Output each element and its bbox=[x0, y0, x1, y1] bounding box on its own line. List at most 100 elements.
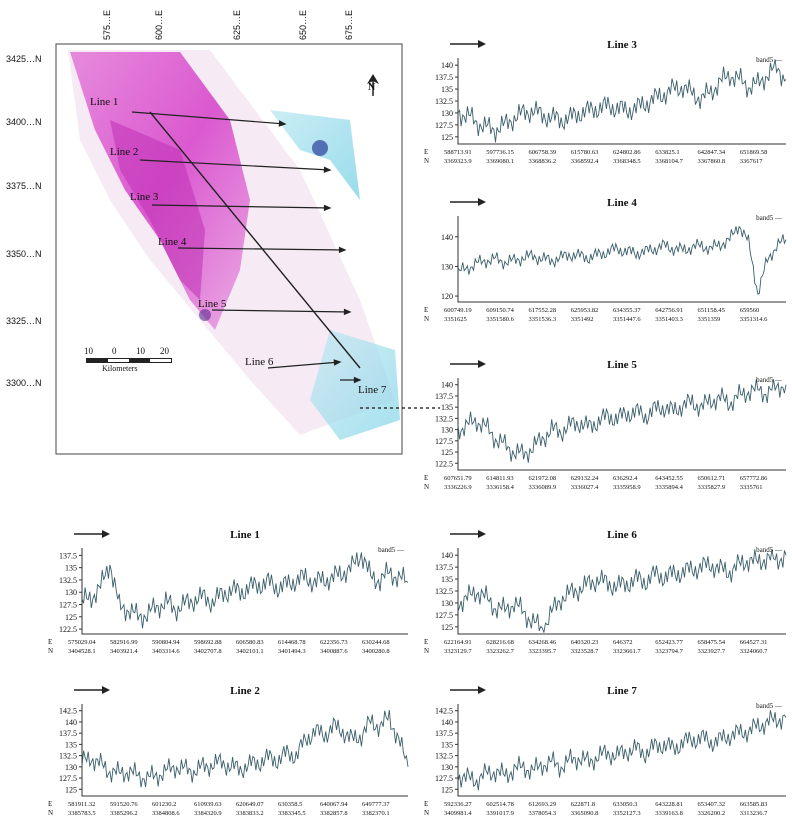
y-tick-label: 130 bbox=[441, 599, 453, 608]
easting-value: 643228.81 bbox=[655, 801, 683, 808]
direction-arrow-head-icon bbox=[478, 40, 486, 48]
easting-value: 590804.94 bbox=[152, 639, 180, 646]
profile-arrow-6 bbox=[267, 361, 341, 369]
series-line-band5 bbox=[457, 710, 787, 791]
series-line-band5 bbox=[457, 379, 787, 463]
northing-value: 3400887.6 bbox=[320, 648, 348, 655]
survey-diagonal bbox=[149, 111, 361, 369]
legend-label: band5 — bbox=[378, 546, 405, 554]
y-tick-label: 137.5 bbox=[435, 729, 453, 738]
northing-row-label: N bbox=[424, 483, 429, 491]
easting-value: 630244.68 bbox=[362, 639, 390, 646]
easting-value: 629132.24 bbox=[571, 475, 599, 482]
profile-arrow-head bbox=[343, 308, 352, 316]
lon-label: 675…E bbox=[344, 9, 354, 40]
lon-label: 600…E bbox=[154, 9, 164, 40]
y-tick-label: 135 bbox=[65, 740, 77, 749]
northing-value: 3385296.2 bbox=[110, 810, 138, 817]
profile-arrow-1 bbox=[131, 111, 286, 125]
northing-value: 3323395.7 bbox=[529, 648, 557, 655]
chart-title: Line 2 bbox=[230, 685, 260, 697]
northing-value: 3323528.7 bbox=[571, 648, 599, 655]
northing-value: 3351580.6 bbox=[486, 316, 514, 323]
north-arrow-icon: N bbox=[366, 74, 380, 98]
scale-tick: 10 bbox=[84, 346, 93, 356]
easting-value: 617552.28 bbox=[529, 307, 557, 314]
direction-arrow-head-icon bbox=[102, 686, 110, 694]
direction-arrow-head-icon bbox=[478, 360, 486, 368]
northing-value: 3378054.3 bbox=[529, 810, 557, 817]
easting-value: 614468.78 bbox=[278, 639, 306, 646]
lat-label: 3325…N bbox=[6, 316, 42, 326]
map-line-label-3: Line 3 bbox=[130, 191, 159, 203]
northing-value: 3383345.5 bbox=[278, 810, 306, 817]
study-area-map: 575…E 600…E 625…E 650…E 675…E 3425…N 340… bbox=[0, 0, 440, 470]
northing-row-label: N bbox=[424, 809, 429, 817]
cyan-zone-south bbox=[310, 330, 400, 440]
easting-value: 620649.07 bbox=[236, 801, 264, 808]
legend-label: band5 — bbox=[756, 214, 783, 222]
legend-label: band5 — bbox=[756, 702, 783, 710]
easting-value: 598692.88 bbox=[194, 639, 222, 646]
northing-value: 3365090.8 bbox=[571, 810, 599, 817]
easting-value: 658475.54 bbox=[698, 639, 726, 646]
lat-label: 3400…N bbox=[6, 117, 42, 127]
northing-value: 3403921.4 bbox=[110, 648, 138, 655]
northing-value: 3335958.9 bbox=[613, 484, 641, 491]
y-tick-label: 122.5 bbox=[59, 625, 77, 634]
northing-value: 3384320.9 bbox=[194, 810, 222, 817]
profile-arrow-4 bbox=[177, 247, 346, 251]
northing-value: 3351492 bbox=[571, 316, 594, 323]
profile-arrow-head bbox=[323, 166, 332, 173]
chart-line6: Line 6 140 137.5 135 132.5 130 127.5 125 band5 —… bbox=[424, 529, 787, 655]
legend-label: band5 — bbox=[756, 546, 783, 554]
series-line-band5 bbox=[457, 59, 787, 143]
scale-tick: 0 bbox=[112, 346, 117, 356]
y-tick-label: 132.5 bbox=[435, 752, 453, 761]
northing-value: 3335894.4 bbox=[655, 484, 683, 491]
northing-value: 3402707.8 bbox=[194, 648, 222, 655]
direction-arrow-head-icon bbox=[478, 530, 486, 538]
easting-value: 633825.1 bbox=[655, 149, 679, 156]
easting-value: 628216.68 bbox=[486, 639, 514, 646]
easting-value: 643452.55 bbox=[655, 475, 683, 482]
chart-title: Line 4 bbox=[607, 197, 637, 209]
easting-value: 634268.46 bbox=[529, 639, 557, 646]
easting-value: 600749.19 bbox=[444, 307, 472, 314]
easting-row-label: E bbox=[424, 638, 428, 646]
y-tick-label: 125 bbox=[441, 133, 453, 142]
series-line-band5 bbox=[457, 549, 787, 633]
legend-label: band5 — bbox=[756, 56, 783, 64]
lat-label: 3300…N bbox=[6, 378, 42, 388]
y-tick-label: 127.5 bbox=[435, 774, 453, 783]
y-tick-label: 140 bbox=[441, 61, 453, 70]
northing-value: 3351314.6 bbox=[740, 316, 768, 323]
easting-row-label: E bbox=[48, 800, 52, 808]
purple-patch bbox=[199, 309, 211, 321]
y-tick-label: 127.5 bbox=[59, 601, 77, 610]
y-tick-label: 135 bbox=[441, 575, 453, 584]
northing-value: 3335827.9 bbox=[698, 484, 726, 491]
y-tick-label: 137.5 bbox=[59, 551, 77, 560]
chart-line3: Line 3 140 137.5 135 132.5 130 127.5 125 band5 —… bbox=[424, 39, 787, 165]
northing-value: 3336027.4 bbox=[571, 484, 599, 491]
y-tick-label: 127.5 bbox=[435, 611, 453, 620]
easting-row-label: E bbox=[424, 306, 428, 314]
map-line-label-6: Line 6 bbox=[245, 356, 274, 368]
easting-value: 663585.83 bbox=[740, 801, 768, 808]
easting-value: 657772.86 bbox=[740, 475, 768, 482]
northing-value: 3403314.6 bbox=[152, 648, 180, 655]
northing-value: 3369323.9 bbox=[444, 158, 472, 165]
northing-value: 3402101.1 bbox=[236, 648, 264, 655]
y-tick-label: 135 bbox=[441, 403, 453, 412]
easting-value: 582916.99 bbox=[110, 639, 138, 646]
chart-axes bbox=[457, 378, 786, 471]
chart-line4: Line 4 140 130 120 band5 — EN 600749.19 3351625… bbox=[424, 197, 787, 323]
easting-value: 624802.86 bbox=[613, 149, 641, 156]
chart-axes bbox=[81, 704, 408, 797]
northing-value: 3382857.8 bbox=[320, 810, 348, 817]
northing-value: 3367617 bbox=[740, 158, 764, 165]
profile-arrow-3 bbox=[151, 204, 331, 209]
northing-value: 3323927.7 bbox=[698, 648, 726, 655]
y-tick-label: 125 bbox=[441, 448, 453, 457]
